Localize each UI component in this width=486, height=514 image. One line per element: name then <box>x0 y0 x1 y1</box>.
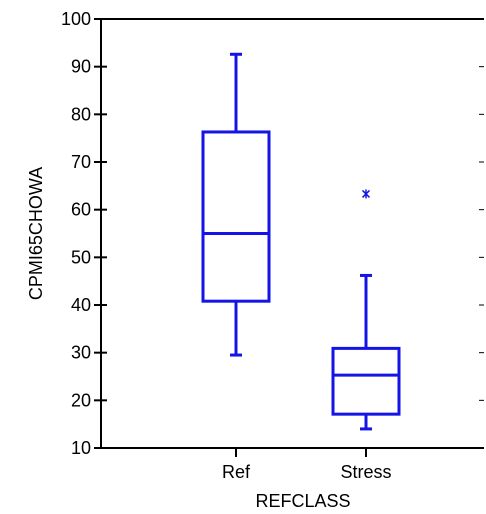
y-tick-label: 60 <box>71 200 91 220</box>
y-tick-label: 20 <box>71 390 91 410</box>
outlier-marker <box>361 189 371 199</box>
y-tick-label: 80 <box>71 104 91 124</box>
y-tick-label: 10 <box>71 438 91 458</box>
box-iqr <box>201 130 271 303</box>
box-ref <box>201 52 271 357</box>
x-axis: Ref Stress <box>101 18 484 482</box>
y-tick-label: 50 <box>71 247 91 267</box>
y-tick-label: 90 <box>71 57 91 77</box>
y-tick-label: 40 <box>71 295 91 315</box>
y-axis: 10 20 30 40 50 60 70 80 90 100 <box>61 9 484 458</box>
x-tick-label: Ref <box>222 462 251 482</box>
x-tick-label: Stress <box>340 462 391 482</box>
y-tick-label: 100 <box>61 9 91 29</box>
y-tick-label: 30 <box>71 343 91 363</box>
x-axis-title: REFCLASS <box>255 491 350 511</box>
box-iqr <box>331 346 401 416</box>
y-tick-label: 70 <box>71 152 91 172</box>
y-axis-title: CPMI65CHOWA <box>26 167 46 300</box>
box-series <box>201 52 401 431</box>
box-stress <box>331 189 401 431</box>
